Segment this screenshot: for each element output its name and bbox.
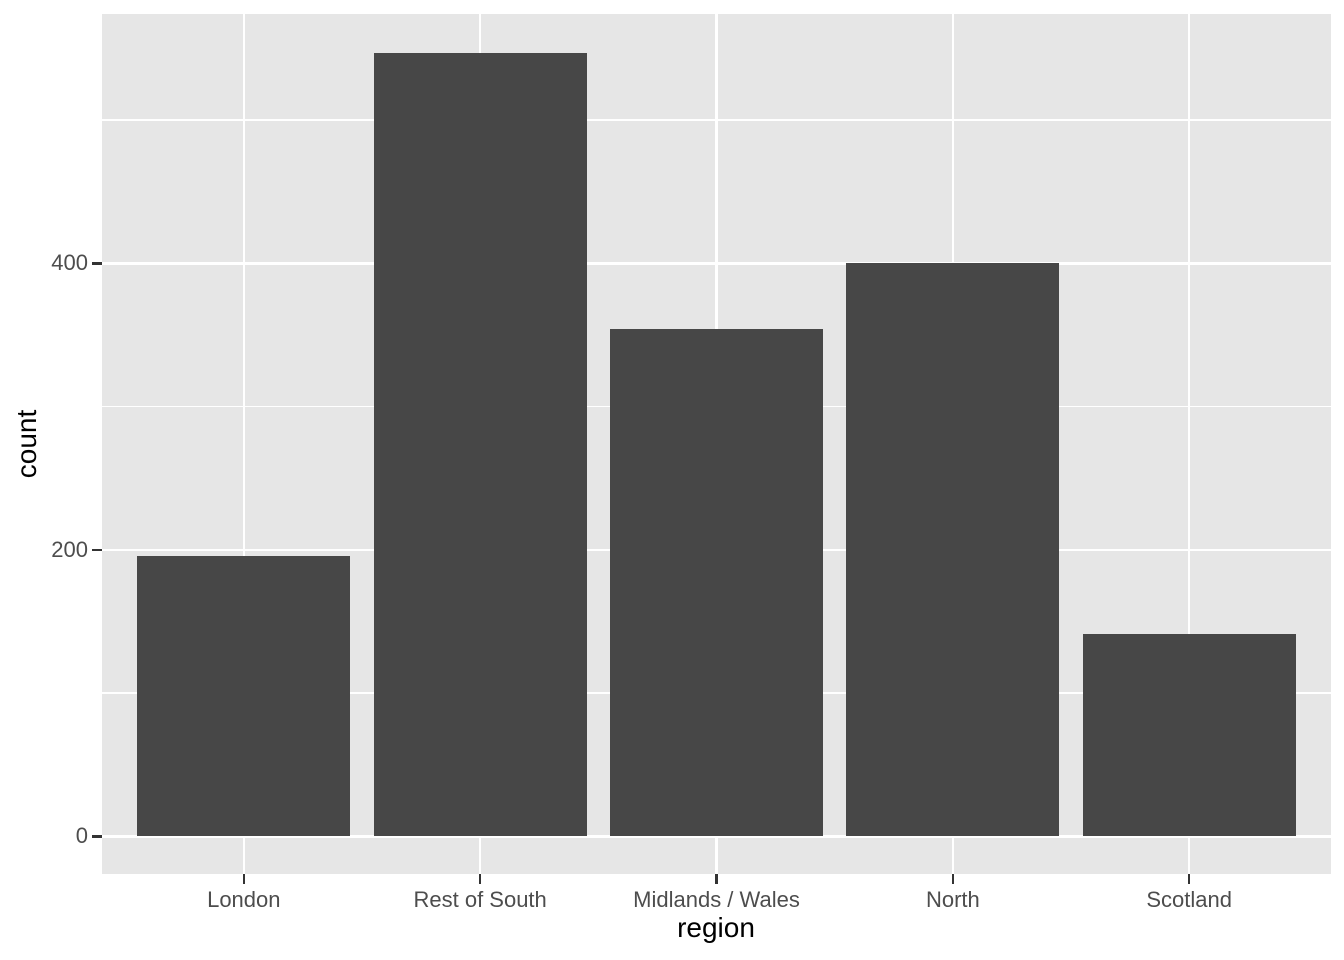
y-tick-mark-0 [92, 835, 102, 838]
bar-midlands-wales [610, 329, 823, 837]
x-tick-label-rest-of-south: Rest of South [413, 887, 547, 912]
gridline-major-x-scotland [1187, 14, 1191, 874]
x-tick-label-scotland: Scotland [1146, 887, 1232, 912]
bar-rest-of-south [373, 52, 587, 837]
y-tick-mark-400 [92, 262, 102, 265]
y-tick-label-0: 0 [75, 823, 88, 849]
x-tick-mark-north [951, 874, 955, 884]
x-tick-label-north: North [925, 887, 980, 912]
x-tick-label-midlands-wales: Midlands / Wales [633, 887, 800, 912]
bar-scotland [1082, 634, 1296, 837]
x-tick-label-london: London [207, 887, 281, 912]
y-axis-title: count [11, 409, 42, 479]
plot-panel [102, 14, 1331, 874]
y-tick-label-400: 400 [51, 250, 88, 276]
x-tick-mark-rest-of-south [478, 874, 482, 884]
gridline-major-x-london [242, 14, 246, 874]
bar-north [846, 263, 1060, 837]
bar-london [137, 555, 351, 837]
x-tick-mark-scotland [1187, 874, 1191, 884]
x-tick-mark-london [242, 874, 245, 884]
y-tick-label-200: 200 [51, 536, 88, 562]
x-tick-mark-midlands-wales [715, 874, 718, 884]
x-axis-title: region [677, 912, 755, 943]
y-tick-mark-200 [92, 548, 102, 552]
